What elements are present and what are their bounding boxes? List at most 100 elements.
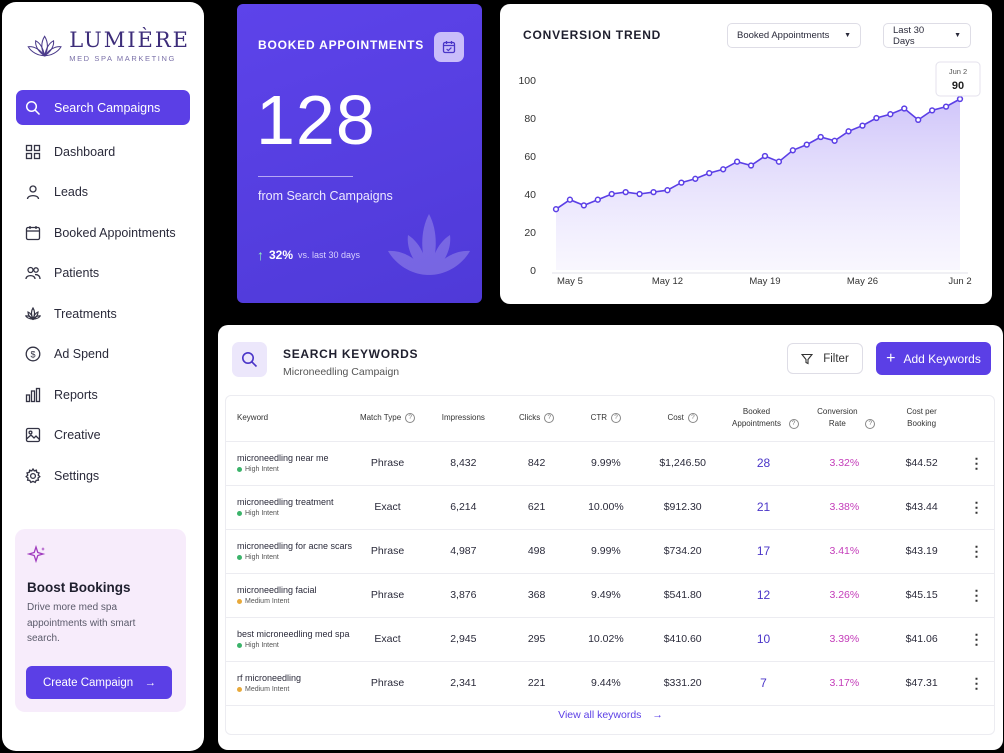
help-icon[interactable]: ? — [611, 413, 622, 424]
sidebar-item-reports[interactable]: Reports — [16, 377, 190, 412]
data-point[interactable] — [664, 187, 671, 194]
col-cost[interactable]: Cost? — [642, 396, 723, 442]
col-conversion[interactable]: Conversion Rate? — [804, 396, 885, 442]
plus-icon: + — [886, 349, 896, 367]
more-options-icon[interactable]: ⋮ — [959, 661, 994, 706]
data-point[interactable] — [761, 152, 769, 160]
trend-title: CONVERSION TREND — [523, 28, 662, 42]
data-point[interactable] — [901, 105, 908, 112]
arrow-up-icon: ↑ — [257, 247, 264, 263]
more-options-icon[interactable]: ⋮ — [959, 529, 994, 574]
col-label: Cost — [667, 413, 684, 423]
data-point[interactable] — [915, 116, 922, 124]
create-campaign-button[interactable]: Create Campaign → — [26, 666, 172, 699]
view-all-label: View all keywords — [558, 709, 642, 721]
data-point[interactable] — [692, 175, 699, 182]
col-ctr[interactable]: CTR? — [568, 396, 643, 442]
search-icon — [232, 342, 267, 377]
users-icon — [25, 265, 41, 281]
sidebar-item-settings[interactable]: Settings — [16, 458, 190, 493]
help-icon[interactable]: ? — [788, 419, 799, 430]
brand-logo[interactable]: LUMIÈRE MED SPA MARKETING — [16, 2, 190, 90]
cost-per-booking-cell: $43.44 — [884, 485, 960, 530]
range-select[interactable]: Last 30 Days ▼ — [883, 23, 971, 48]
data-point[interactable] — [706, 169, 713, 177]
data-point[interactable] — [580, 202, 588, 209]
data-point[interactable] — [789, 147, 796, 154]
data-point[interactable] — [956, 95, 964, 103]
data-point[interactable] — [566, 196, 574, 203]
data-point[interactable] — [622, 188, 629, 196]
filter-button[interactable]: Filter — [787, 343, 863, 374]
keyword-cell: rf microneedling Medium Intent — [226, 661, 353, 706]
add-keywords-button[interactable]: + Add Keywords — [876, 342, 991, 375]
data-point[interactable] — [720, 166, 727, 173]
sidebar-item-patients[interactable]: Patients — [16, 256, 190, 291]
more-options-icon[interactable]: ⋮ — [959, 617, 994, 662]
metric-select[interactable]: Booked Appointments ▼ — [727, 23, 861, 48]
sidebar-item-creative[interactable]: Creative — [16, 418, 190, 453]
cost-cell: $912.30 — [642, 485, 723, 530]
sidebar-item-search-campaigns[interactable]: Search Campaigns — [16, 90, 190, 125]
col-clicks[interactable]: Clicks? — [504, 396, 569, 442]
data-point[interactable] — [775, 158, 783, 165]
data-point[interactable] — [817, 133, 824, 141]
cost-cell: $1,246.50 — [642, 441, 723, 486]
data-point[interactable] — [608, 190, 615, 198]
data-point[interactable] — [928, 107, 936, 114]
more-options-icon[interactable]: ⋮ — [959, 441, 994, 486]
conversion-cell: 3.39% — [804, 617, 885, 662]
table-row[interactable]: best microneedling med spa High Intent Exa… — [226, 617, 994, 662]
sidebar-item-booked-appointments[interactable]: Booked Appointments — [16, 215, 190, 250]
table-row[interactable]: microneedling treatment High Intent Exact 6… — [226, 485, 994, 530]
data-point[interactable] — [594, 196, 601, 203]
col-cost-per-booking[interactable]: Cost per Booking — [884, 396, 960, 442]
data-point[interactable] — [747, 162, 755, 169]
more-options-icon[interactable]: ⋮ — [959, 573, 994, 618]
help-icon[interactable]: ? — [405, 413, 416, 424]
data-point[interactable] — [887, 111, 894, 118]
user-icon — [25, 184, 41, 200]
data-point[interactable] — [845, 128, 852, 135]
sidebar-item-dashboard[interactable]: Dashboard — [16, 134, 190, 169]
caret-down-icon: ▼ — [954, 32, 961, 39]
cost-cell: $410.60 — [642, 617, 723, 662]
data-point[interactable] — [552, 206, 560, 213]
cost-cell: $331.20 — [642, 661, 723, 706]
help-icon[interactable]: ? — [687, 413, 698, 424]
help-icon[interactable]: ? — [544, 413, 555, 424]
table-row[interactable]: microneedling near me High Intent Phrase 8,… — [226, 441, 994, 486]
data-point[interactable] — [803, 141, 810, 148]
data-point[interactable] — [733, 158, 741, 165]
clicks-cell: 621 — [504, 485, 569, 530]
sidebar-item-leads[interactable]: Leads — [16, 175, 190, 210]
data-point[interactable] — [942, 103, 950, 110]
sidebar-item-label: Leads — [54, 185, 89, 199]
sidebar-item-treatments[interactable]: Treatments — [16, 296, 190, 331]
data-point[interactable] — [831, 137, 838, 144]
col-keyword[interactable]: Keyword — [226, 396, 353, 442]
table-row[interactable]: microneedling for acne scars High Intent P… — [226, 529, 994, 574]
sparkle-icon — [26, 544, 46, 564]
x-tick-label: May 5 — [557, 276, 583, 287]
sidebar-item-ad-spend[interactable]: $ Ad Spend — [16, 337, 190, 372]
sidebar-item-label: Booked Appointments — [54, 225, 176, 240]
data-point[interactable] — [859, 122, 866, 129]
tooltip-date: Jun 2 — [949, 67, 967, 76]
view-all-keywords-link[interactable]: View all keywords → — [218, 709, 1003, 721]
sidebar-item-label: Patients — [54, 266, 100, 280]
data-point[interactable] — [678, 179, 685, 186]
col-booked[interactable]: Booked Appointments? — [722, 396, 805, 442]
col-impressions[interactable]: Impressions — [422, 396, 505, 442]
gear-icon — [25, 467, 41, 484]
table-row[interactable]: rf microneedling Medium Intent Phrase 2,341… — [226, 661, 994, 706]
table-row[interactable]: microneedling facial Medium Intent Phrase 3… — [226, 573, 994, 618]
more-options-icon[interactable]: ⋮ — [959, 485, 994, 530]
data-point[interactable] — [636, 190, 643, 198]
intent-label: High Intent — [245, 642, 279, 649]
help-icon[interactable]: ? — [865, 419, 876, 430]
data-point[interactable] — [650, 188, 657, 196]
col-match-type[interactable]: Match Type? — [352, 396, 423, 442]
data-point[interactable] — [873, 114, 880, 122]
match-type-cell: Phrase — [352, 441, 423, 486]
